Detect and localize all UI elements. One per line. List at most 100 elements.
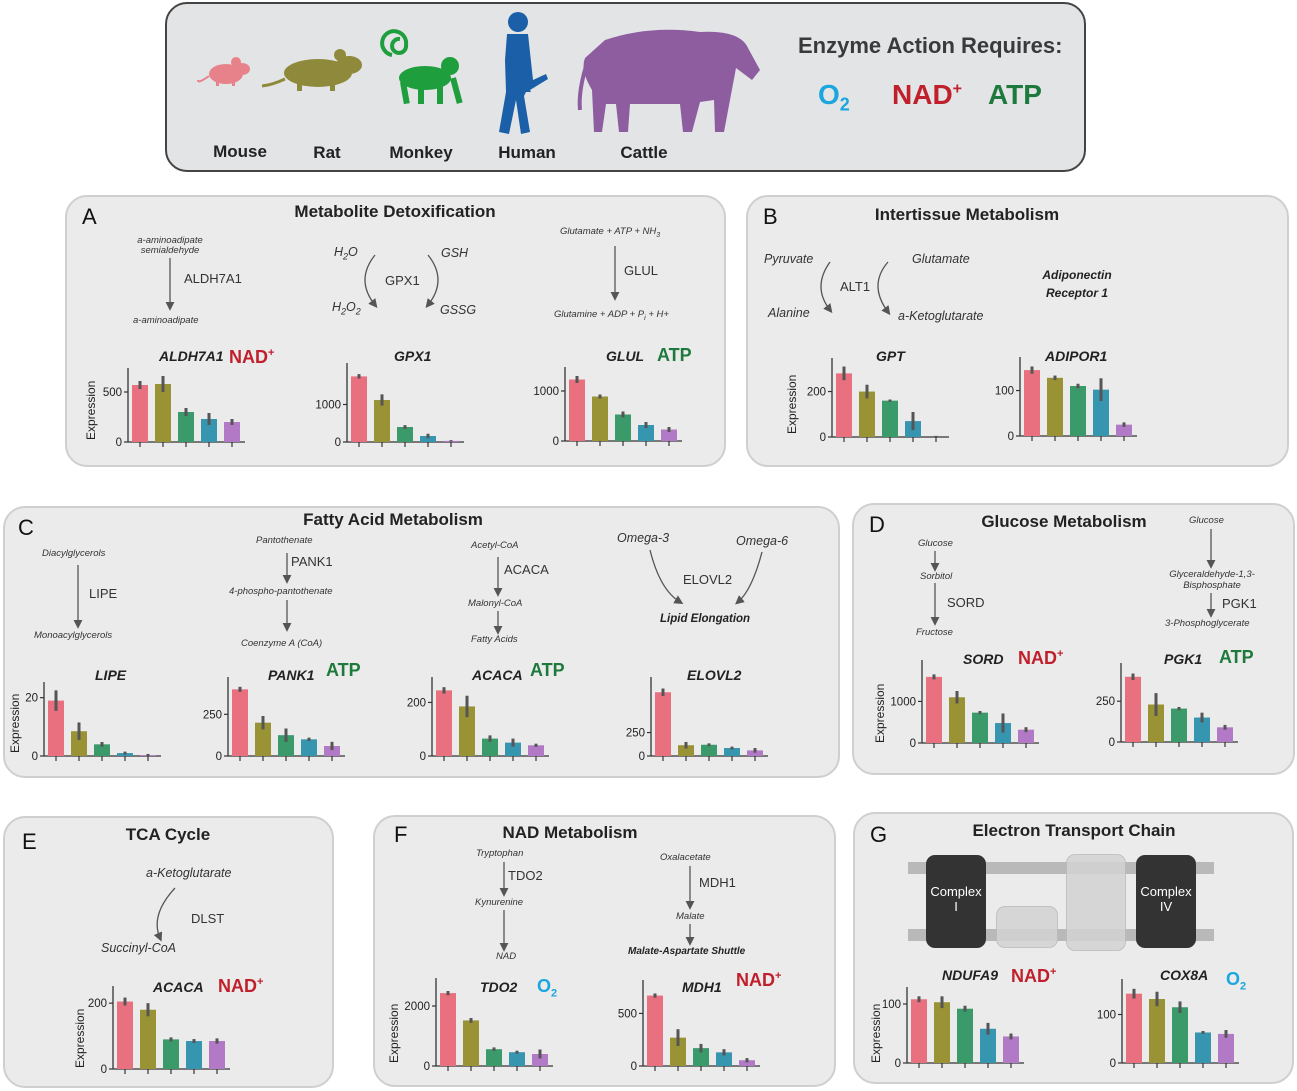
gene-title-pgk1: PGK1 bbox=[1164, 651, 1203, 667]
bar-aldh7a1-0-rat bbox=[155, 384, 171, 442]
c-p2-top: Pantothenate bbox=[256, 535, 313, 546]
bar-mdh1-13-rat bbox=[670, 1037, 686, 1066]
y-tick-label-pank1-6: 0 bbox=[216, 751, 222, 763]
d-p1-bottom: Fructose bbox=[916, 627, 953, 638]
badge-cox8a-o2: O2 bbox=[1226, 969, 1247, 993]
gene-title-sord: SORD bbox=[963, 651, 1004, 667]
y-axis-label-e: Expression bbox=[73, 1008, 87, 1068]
bar-acaca-11-cattle bbox=[209, 1041, 225, 1069]
d-p1-top: Glucose bbox=[918, 538, 953, 549]
bar-lipe-5-mouse bbox=[48, 700, 64, 756]
bar-gpx1-1-rat bbox=[374, 400, 390, 442]
badge-tdo2-o2: O2 bbox=[537, 976, 558, 1000]
a-p3-top: Glutamate + ATP + NH3 bbox=[560, 226, 661, 239]
y-tick-label-elovl2-8: 250 bbox=[626, 728, 645, 740]
d-p2-mid-line1: Glyceraldehyde-1,3- bbox=[1169, 569, 1255, 580]
c-p3-top: Acetyl-CoA bbox=[471, 540, 519, 551]
bar-mdh1-13-mouse bbox=[647, 995, 663, 1066]
y-tick-label-ndufa9-14: 0 bbox=[895, 1058, 901, 1070]
b-alanine: Alanine bbox=[768, 306, 810, 320]
gene-title-mdh1: MDH1 bbox=[682, 979, 722, 995]
rat-icon bbox=[261, 49, 362, 91]
panel-letter-e: E bbox=[22, 829, 37, 854]
d-p1-mid: Sorbitol bbox=[920, 571, 953, 582]
y-tick-label-gpx1-1: 1000 bbox=[315, 400, 341, 412]
bar-acaca-11-monkey bbox=[163, 1039, 179, 1069]
a-p1-bottom: a-aminoadipate bbox=[133, 315, 199, 326]
panel-letter-a: A bbox=[82, 204, 97, 229]
panel-title-a: Metabolite Detoxification bbox=[294, 202, 496, 221]
bar-aldh7a1-0-monkey bbox=[178, 412, 194, 442]
a-p3-enzyme: GLUL bbox=[624, 263, 658, 278]
y-tick-label-gpt-3: 0 bbox=[820, 432, 826, 444]
f-p1-mid: Kynurenine bbox=[475, 897, 524, 908]
gene-title-ndufa9: NDUFA9 bbox=[942, 967, 999, 983]
y-tick-label-tdo2-12: 0 bbox=[424, 1061, 430, 1073]
complex-iii-shape bbox=[1066, 854, 1126, 951]
gene-title-cox8a: COX8A bbox=[1160, 967, 1209, 983]
badge-sord-nad: NAD+ bbox=[1018, 648, 1064, 668]
a-p1-enzyme: ALDH7A1 bbox=[184, 271, 242, 286]
y-tick-label-adipor1-4: 100 bbox=[995, 386, 1014, 398]
bar-mdh1-13-monkey bbox=[693, 1048, 709, 1066]
c-p2-bottom: Coenzyme A (CoA) bbox=[241, 638, 323, 649]
bar-cox8a-15-monkey bbox=[1172, 1007, 1188, 1063]
bar-elovl2-8-rat bbox=[678, 745, 694, 756]
y-tick-label-cox8a-15: 0 bbox=[1110, 1058, 1116, 1070]
panel-title-c: Fatty Acid Metabolism bbox=[303, 510, 483, 529]
bar-elovl2-8-human bbox=[724, 748, 740, 756]
bar-adipor1-4-human bbox=[1093, 389, 1109, 436]
bar-cox8a-15-rat bbox=[1149, 999, 1165, 1063]
bar-gpx1-1-mouse bbox=[351, 376, 367, 442]
human-icon bbox=[499, 12, 548, 134]
bar-sord-9-monkey bbox=[972, 712, 988, 743]
f-p2-mid: Malate bbox=[676, 911, 705, 922]
b-glutamate: Glutamate bbox=[912, 252, 970, 266]
gene-title-elovl2: ELOVL2 bbox=[687, 667, 742, 683]
d-p2-enzyme: PGK1 bbox=[1222, 596, 1257, 611]
f-p2-enzyme: MDH1 bbox=[699, 875, 736, 890]
complex-ii-shape bbox=[996, 906, 1058, 948]
f-p2-bottom: Malate-Aspartate Shuttle bbox=[628, 946, 746, 957]
c-p3-enzyme: ACACA bbox=[504, 562, 549, 577]
b-enzyme: ALT1 bbox=[840, 279, 871, 294]
bar-gpt-3-monkey bbox=[882, 400, 898, 437]
e-bottom: Succinyl-CoA bbox=[101, 941, 177, 955]
bar-gpx1-1-human bbox=[420, 436, 436, 442]
o2-label: O2 bbox=[818, 79, 850, 115]
c-p1-enzyme: LIPE bbox=[89, 586, 118, 601]
bar-glul-2-monkey bbox=[615, 414, 631, 441]
y-tick-label-aldh7a1-0: 500 bbox=[103, 387, 122, 399]
requires-title: Enzyme Action Requires: bbox=[798, 33, 1063, 58]
bar-acaca-7-cattle bbox=[528, 745, 544, 756]
bar-tdo2-12-monkey bbox=[486, 1049, 502, 1066]
bar-cox8a-15-mouse bbox=[1126, 993, 1142, 1063]
bar-pgk1-10-rat bbox=[1148, 704, 1164, 742]
y-tick-label-pank1-6: 250 bbox=[203, 709, 222, 721]
species-label-human: Human bbox=[498, 143, 556, 162]
y-axis-label-a: Expression bbox=[84, 380, 98, 440]
bar-lipe-5-rat bbox=[71, 731, 87, 756]
gene-title-lipe: LIPE bbox=[95, 667, 127, 683]
y-tick-label-acaca-7: 0 bbox=[420, 751, 426, 763]
y-axis-label-g: Expression bbox=[869, 1003, 883, 1063]
b-pyruvate: Pyruvate bbox=[764, 252, 814, 266]
bar-adipor1-4-rat bbox=[1047, 377, 1063, 436]
species-label-mouse: Mouse bbox=[213, 142, 267, 161]
badge-pgk1-atp: ATP bbox=[1219, 647, 1254, 667]
complex-i-label-line1: Complex bbox=[930, 884, 982, 899]
panel-letter-b: B bbox=[763, 204, 778, 229]
a-p2-h2o2: H2O2 bbox=[332, 300, 361, 317]
bar-ndufa9-14-monkey bbox=[957, 1008, 973, 1063]
bar-acaca-7-human bbox=[505, 742, 521, 756]
bar-pgk1-10-monkey bbox=[1171, 708, 1187, 742]
bar-pgk1-10-mouse bbox=[1125, 676, 1141, 742]
bar-glul-2-human bbox=[638, 425, 654, 441]
bar-glul-2-cattle bbox=[661, 429, 677, 441]
species-label-cattle: Cattle bbox=[620, 143, 668, 162]
b-receptor-line2: Receptor 1 bbox=[1045, 286, 1109, 300]
y-tick-label-adipor1-4: 0 bbox=[1008, 431, 1014, 443]
bar-sord-9-mouse bbox=[926, 676, 942, 743]
e-top: a-Ketoglutarate bbox=[146, 866, 232, 880]
